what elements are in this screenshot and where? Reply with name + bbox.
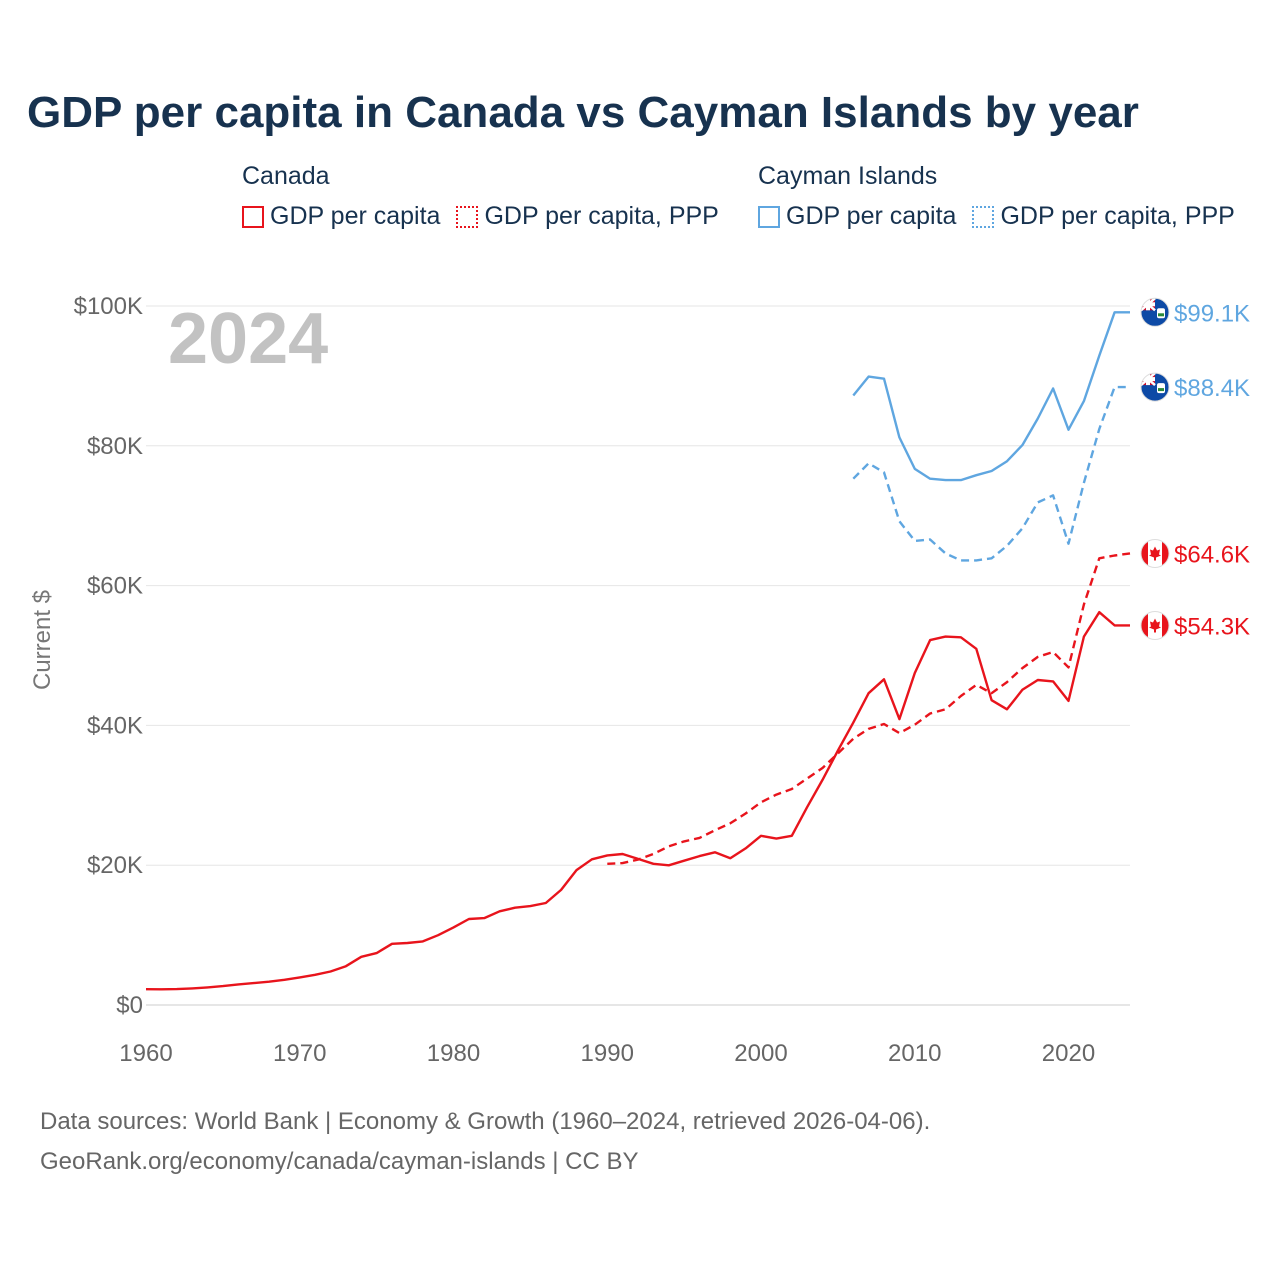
legend-swatch-dotted (972, 205, 995, 228)
x-tick-label: 2000 (734, 1040, 787, 1067)
series-end-label: $64.6K (1174, 541, 1250, 568)
legend-item-canada-gdp[interactable]: GDP per capita (242, 202, 440, 231)
legend-group-name: Canada (242, 162, 330, 190)
x-tick-label: 1960 (119, 1040, 172, 1067)
series-end-label: $99.1K (1174, 300, 1250, 327)
chart-title: GDP per capita in Canada vs Cayman Islan… (27, 88, 1139, 137)
grid-layer (146, 305, 1130, 1006)
y-tick-label: $40K (87, 712, 143, 739)
endpoint-layer: $54.3K $64.6K $99.1K $88.4K (1140, 297, 1250, 640)
series-line-cayman-islands-gdp-per-capita (852, 311, 1130, 482)
legend-item-label: GDP per capita, PPP (484, 202, 719, 230)
series-end-label: $88.4K (1174, 375, 1250, 402)
legend-group-canada: Canada GDP per capita GDP per capita, PP… (242, 162, 735, 231)
legend-item-cayman-gdp-ppp[interactable]: GDP per capita, PPP (972, 202, 1235, 231)
y-tick-label: $60K (87, 573, 143, 600)
x-tick-label: 1990 (581, 1040, 634, 1067)
y-tick-label: $20K (87, 852, 143, 879)
series-layer (145, 311, 1131, 991)
x-tick-label: 1970 (273, 1040, 326, 1067)
x-tick-label: 2020 (1042, 1040, 1095, 1067)
legend-swatch-dotted (456, 205, 479, 228)
series-line-canada-gdp-per-capita-ppp (607, 552, 1131, 865)
series-line-cayman-islands-gdp-per-capita-ppp (852, 385, 1130, 562)
footer-attribution: GeoRank.org/economy/canada/cayman-island… (40, 1148, 639, 1175)
y-tick-label: $0 (116, 992, 143, 1019)
cayman-islands-flag-icon (1140, 372, 1170, 402)
legend-item-label: GDP per capita (270, 202, 441, 230)
legend-group-cayman-islands: Cayman Islands GDP per capita GDP per ca… (758, 162, 1251, 231)
series-end-label: $54.3K (1174, 613, 1250, 640)
legend-item-canada-gdp-ppp[interactable]: GDP per capita, PPP (456, 202, 719, 231)
y-axis-label: Current $ (29, 590, 56, 690)
legend-item-cayman-gdp[interactable]: GDP per capita (758, 202, 956, 231)
legend-item-label: GDP per capita (786, 202, 957, 230)
legend-item-label: GDP per capita, PPP (1000, 202, 1235, 230)
canada-flag-icon (1140, 538, 1170, 568)
canada-flag-icon (1140, 610, 1170, 640)
cayman-islands-flag-icon (1140, 297, 1170, 327)
y-tick-label: $80K (87, 433, 143, 460)
footer-sources: Data sources: World Bank | Economy & Gro… (40, 1108, 931, 1135)
axis-layer: $0 $20K $40K $60K $80K $100K 1960 1970 1980 1990 2… (74, 293, 1096, 1067)
legend-group-name: Cayman Islands (758, 162, 938, 190)
year-watermark: 2024 (168, 299, 328, 379)
y-tick-label: $100K (74, 293, 143, 320)
x-tick-label: 1980 (427, 1040, 480, 1067)
legend-swatch-solid (758, 205, 780, 228)
legend-swatch-solid (242, 205, 264, 228)
x-tick-label: 2010 (888, 1040, 941, 1067)
series-line-canada-gdp-per-capita (145, 611, 1130, 991)
